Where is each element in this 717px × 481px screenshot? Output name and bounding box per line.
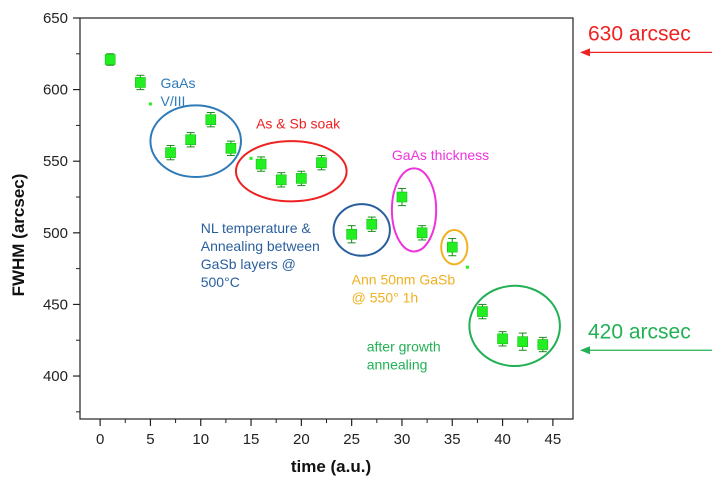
as-sb-soak-label: As & Sb soak (256, 115, 341, 131)
x-tick-label-45: 45 (545, 431, 562, 448)
marker (255, 158, 267, 170)
ann-50nm-ellipse (440, 228, 469, 266)
ann-50nm-label: Ann 50nm GaSb @ 550° 1h (352, 271, 456, 305)
data-point-16 (497, 331, 508, 347)
nl-temperature-label-line-0: NL temperature & (201, 220, 312, 236)
data-point-11 (366, 216, 378, 232)
nl-temperature-label-line-1: Annealing between (201, 238, 320, 254)
marker (366, 218, 378, 230)
data-point-9 (316, 154, 327, 171)
nl-temperature-ellipse (332, 203, 391, 257)
ann-50nm-label-line-1: @ 550° 1h (352, 289, 419, 305)
x-tick-label-40: 40 (494, 431, 511, 448)
data-point-8 (296, 170, 307, 187)
data-point-17 (517, 332, 528, 351)
data-point-12 (396, 187, 408, 207)
x-tick-label-30: 30 (394, 431, 411, 448)
x-tick-label-0: 0 (96, 431, 104, 448)
after-growth-label-line-0: after growth (367, 339, 441, 355)
data-points (104, 53, 549, 353)
marker (537, 339, 549, 350)
plot-area (79, 17, 574, 420)
nl-temperature-label: NL temperature & Annealing between GaSb la… (201, 220, 320, 290)
x-tick-label-25: 25 (343, 431, 360, 448)
small-marker-1 (249, 156, 253, 160)
data-point-7 (275, 172, 287, 188)
marker (396, 191, 408, 203)
small-marker-0 (148, 102, 152, 106)
marker (477, 306, 488, 317)
y-tick-label-600: 600 (43, 82, 68, 99)
gaas-v-iii-label-line-1: V/III (160, 93, 185, 109)
y-tick-label-500: 500 (43, 225, 68, 242)
as-sb-soak-ellipse (234, 140, 348, 203)
x-tick-label-20: 20 (293, 431, 310, 448)
data-point-2 (165, 144, 176, 161)
ref-420-text: 420 arcsec (588, 320, 691, 343)
data-point-3 (185, 132, 196, 148)
gaas-thickness-label: GaAs thickness (392, 147, 489, 163)
marker (225, 143, 237, 154)
y-tick-label-400: 400 (43, 368, 68, 385)
data-point-0 (104, 53, 116, 66)
marker (165, 147, 176, 158)
annotation-ellipses (149, 104, 561, 368)
data-point-10 (346, 225, 357, 244)
marker (497, 333, 508, 345)
data-point-18 (537, 336, 549, 353)
gaas-v-iii-label-line-0: GaAs (160, 75, 195, 91)
marker (446, 241, 458, 253)
nl-temperature-label-line-3: 500°C (201, 274, 240, 290)
marker (275, 174, 287, 186)
x-axis-title: time (a.u.) (291, 457, 371, 476)
ref-630-text: 630 arcsec (588, 22, 691, 45)
marker (416, 227, 428, 239)
marker (205, 114, 217, 125)
small-marker-2 (465, 265, 469, 269)
after-growth-label: after growth annealing (367, 339, 441, 373)
data-point-4 (205, 112, 217, 128)
marker (185, 134, 196, 146)
marker (346, 228, 357, 240)
marker (316, 157, 327, 168)
reference-labels: 630 arcsec 420 arcsec (580, 22, 712, 355)
marker (104, 54, 116, 65)
annotation-labels: GaAs V/III As & Sb soak GaAs thickness NL te… (160, 75, 489, 373)
y-axis-title: FWHM (arcsec) (9, 174, 28, 297)
data-point-14 (446, 238, 458, 257)
plot-border (79, 17, 574, 420)
ref-420-arrow-head (580, 346, 590, 355)
x-tick-label-10: 10 (192, 431, 209, 448)
ref-630-arrow-head (580, 48, 590, 57)
gaas-v-iii-label: GaAs V/III (160, 75, 195, 109)
marker (517, 336, 528, 347)
data-point-13 (416, 225, 428, 241)
gaas-thickness-ellipse (390, 167, 438, 253)
y-tick-label-450: 450 (43, 296, 68, 313)
data-point-1 (135, 74, 146, 91)
gaas-thickness-label-line-0: GaAs thickness (392, 147, 489, 163)
y-tick-label-550: 550 (43, 153, 68, 170)
data-point-6 (255, 156, 267, 172)
x-tick-label-15: 15 (243, 431, 260, 448)
x-tick-label-35: 35 (444, 431, 461, 448)
marker (135, 77, 146, 88)
ann-50nm-label-line-0: Ann 50nm GaSb (352, 271, 456, 287)
data-point-15 (477, 303, 488, 320)
marker (296, 173, 307, 184)
y-tick-label-650: 650 (43, 10, 68, 27)
after-growth-label-line-1: annealing (367, 357, 428, 373)
as-sb-soak-label-line-0: As & Sb soak (256, 115, 341, 131)
after-growth-ellipse (468, 284, 561, 368)
gaas-v-iii-ellipse (149, 104, 242, 178)
axis-ticks: 0 5 10 15 20 25 30 35 40 45 400 450 500 550 600 650 (43, 10, 561, 448)
x-tick-label-5: 5 (146, 431, 154, 448)
nl-temperature-label-line-2: GaSb layers @ (201, 256, 296, 272)
data-point-5 (225, 140, 237, 156)
